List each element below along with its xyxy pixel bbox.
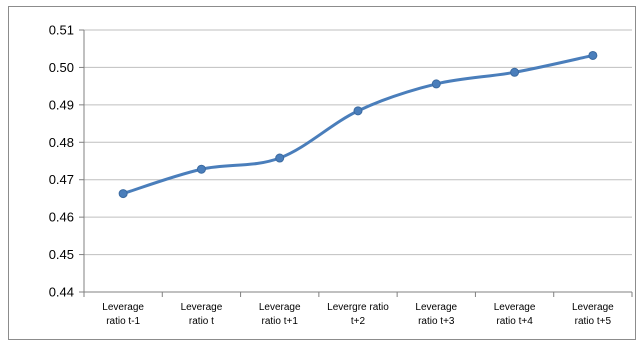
y-tick-label: 0.45 — [49, 247, 74, 262]
x-tick-label: Leverage ratio t+5 — [572, 302, 614, 327]
x-tick-label: Leverage ratio t — [181, 302, 223, 327]
y-tick-label: 0.50 — [49, 60, 74, 75]
x-tick-label: Leverage ratio t+4 — [494, 302, 536, 327]
y-tick-label: 0.51 — [49, 23, 74, 38]
x-tick-labels: Leverage ratio t-1 Leverage ratio t Leverage… — [102, 302, 614, 327]
data-point — [510, 67, 520, 77]
data-point — [196, 164, 206, 174]
x-tick-label: Leverage ratio t+1 — [259, 302, 301, 327]
y-tick-labels: 0.44 0.45 0.46 0.47 0.48 0.49 0.50 0.51 — [49, 23, 74, 300]
y-tick-label: 0.47 — [49, 172, 74, 187]
data-point — [353, 106, 363, 116]
axes — [79, 29, 633, 297]
data-point — [588, 50, 598, 60]
y-tick-label: 0.48 — [49, 135, 74, 150]
y-tick-label: 0.44 — [49, 285, 74, 300]
y-tick-label: 0.49 — [49, 97, 74, 112]
y-tick-label: 0.46 — [49, 210, 74, 225]
x-tick-label: Leverage ratio t-1 — [102, 302, 144, 327]
data-points — [118, 50, 598, 199]
series-line — [122, 53, 594, 195]
x-tick-label: Leverage ratio t+3 — [415, 302, 457, 327]
x-tick-label: Levergre ratio t+2 — [327, 302, 389, 327]
data-point — [431, 79, 441, 89]
chart-frame — [8, 6, 636, 340]
data-point — [275, 153, 285, 163]
data-point — [118, 189, 128, 199]
